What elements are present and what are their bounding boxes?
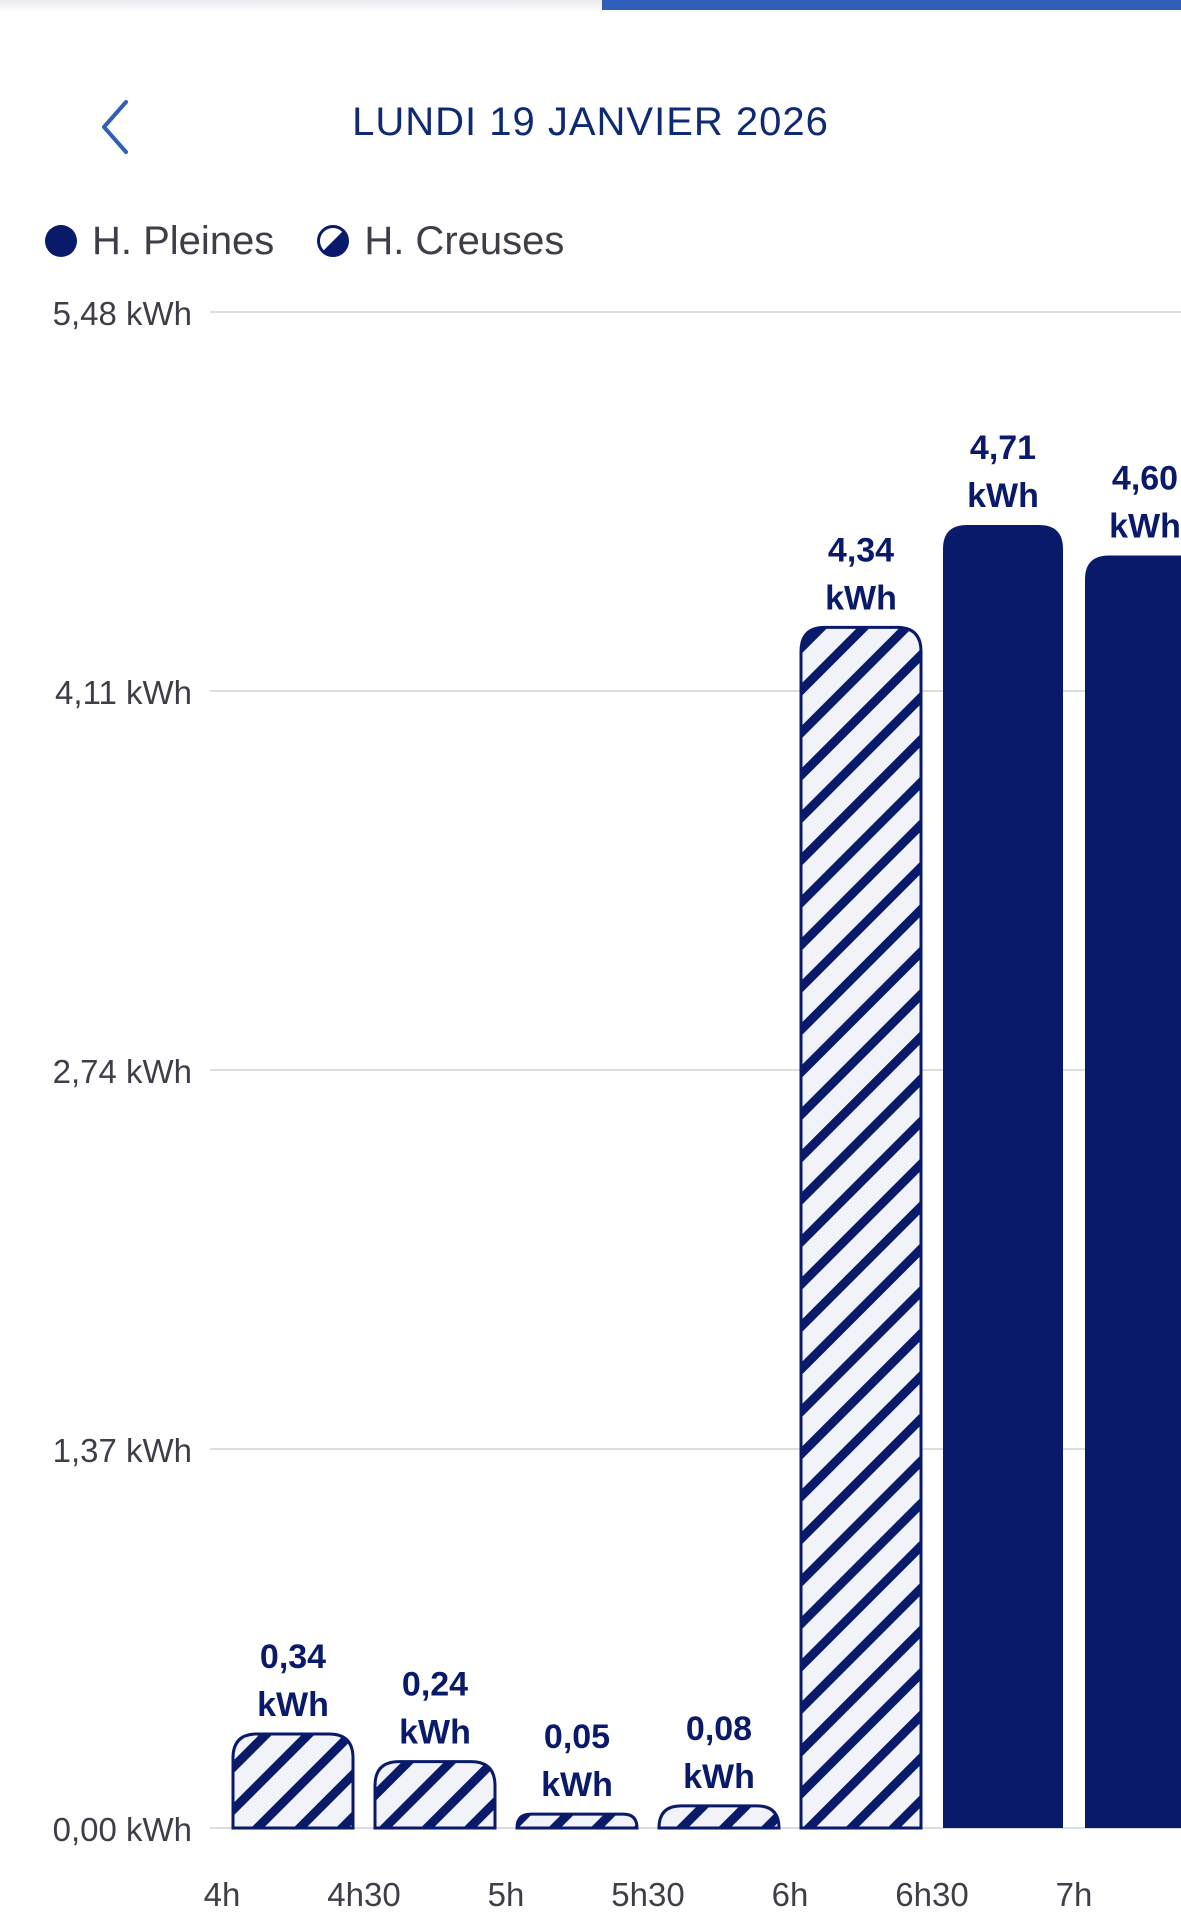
chevron-left-icon [102, 100, 128, 154]
bar-unit-label: kWh [1109, 507, 1181, 545]
bar-value-label: 0,24 [402, 1666, 468, 1704]
active-tab-indicator [602, 0, 1181, 10]
x-tick-label: 6h30 [895, 1876, 968, 1913]
bar-unit-label: kWh [257, 1686, 329, 1724]
bar-6h30 [943, 525, 1063, 1828]
bar-value-label: 4,34 [828, 531, 894, 569]
y-tick-label: 1,37 kWh [53, 1432, 192, 1469]
x-tick-label: 6h [772, 1876, 809, 1913]
bar-value-label: 4,60 [1112, 459, 1178, 497]
legend-item-h-pleines[interactable]: H. Pleines [44, 219, 274, 264]
x-tick-label: 5h30 [611, 1876, 684, 1913]
bar-unit-label: kWh [399, 1714, 471, 1752]
bar-unit-label: kWh [967, 477, 1039, 515]
legend-label-h-pleines: H. Pleines [92, 218, 275, 263]
legend-item-h-creuses[interactable]: H. Creuses [316, 219, 564, 264]
y-tick-label: 2,74 kWh [53, 1053, 192, 1090]
bar-unit-label: kWh [825, 579, 897, 617]
bar-6h [799, 625, 923, 1830]
x-tick-label: 4h [204, 1876, 241, 1913]
bar-value-label: 4,71 [970, 429, 1036, 467]
legend-label-h-creuses: H. Creuses [364, 218, 565, 263]
bar-7h [1085, 555, 1181, 1828]
page-title: LUNDI 19 JANVIER 2026 [352, 100, 829, 144]
x-tick-label: 4h30 [327, 1876, 400, 1913]
back-button[interactable] [80, 92, 150, 162]
x-tick-label: 5h [488, 1876, 525, 1913]
bar-value-label: 0,08 [686, 1710, 752, 1748]
bar-value-label: 0,05 [544, 1718, 610, 1756]
y-tick-label: 4,11 kWh [55, 674, 192, 711]
half-circle-icon [317, 225, 350, 257]
chart-legend: H. Pleines H. Creuses [44, 217, 606, 265]
bar-unit-label: kWh [541, 1766, 613, 1804]
y-tick-label: 0,00 kWh [53, 1811, 192, 1848]
bar-value-label: 0,34 [260, 1638, 326, 1676]
bar-5h [515, 1812, 639, 1830]
bar-unit-label: kWh [683, 1758, 755, 1796]
y-tick-label: 5,48 kWh [53, 295, 192, 332]
x-tick-label: 7h [1056, 1876, 1093, 1913]
bar-4h30 [373, 1760, 497, 1830]
bar-5h30 [657, 1804, 781, 1830]
solid-circle-icon [45, 225, 77, 257]
bar-4h [231, 1732, 355, 1830]
